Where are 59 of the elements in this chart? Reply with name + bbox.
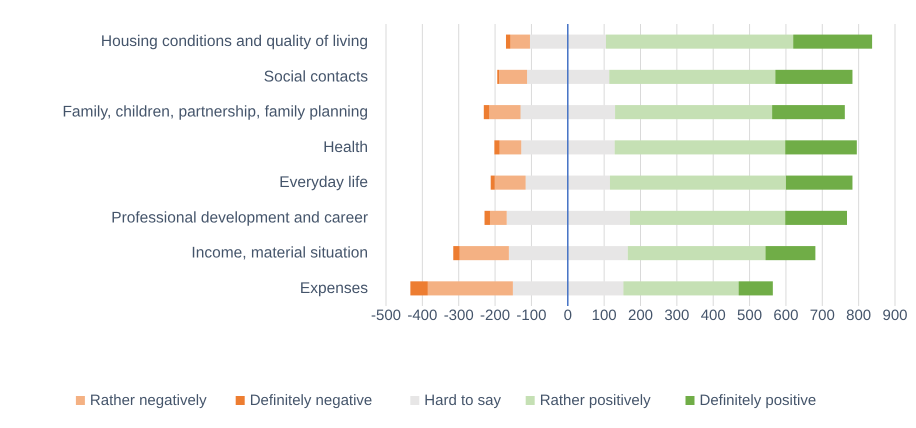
bar xyxy=(628,246,766,260)
y-tick-label: Professional development and career xyxy=(111,209,368,226)
y-tick-label: Everyday life xyxy=(279,174,368,192)
bar xyxy=(738,281,773,296)
legend-label: Definitely positive xyxy=(700,392,816,409)
bar xyxy=(510,34,530,49)
bar xyxy=(615,105,772,120)
bar xyxy=(490,210,507,225)
bar xyxy=(772,105,845,120)
legend-label: Rather positively xyxy=(540,392,652,409)
bar xyxy=(793,34,872,49)
bar xyxy=(609,70,776,84)
x-tick-label: 900 xyxy=(882,307,908,324)
x-tick-label: -300 xyxy=(444,307,474,324)
x-tick-label: 0 xyxy=(564,307,572,324)
x-tick-label: -200 xyxy=(480,307,510,324)
bar xyxy=(785,210,848,225)
bar xyxy=(484,210,490,225)
bar xyxy=(630,210,786,225)
bar xyxy=(453,246,460,260)
bar xyxy=(484,105,490,120)
bar xyxy=(775,70,852,84)
y-tick-label: Housing conditions and quality of living xyxy=(100,33,368,50)
legend-label: Rather negatively xyxy=(90,392,208,409)
bar xyxy=(459,246,509,260)
y-tick-label: Health xyxy=(323,138,368,156)
x-tick-label: -400 xyxy=(407,307,438,324)
x-tick-label: 500 xyxy=(737,307,762,324)
x-tick-label: 400 xyxy=(700,307,726,324)
x-tick-label: 300 xyxy=(664,307,690,324)
x-tick-label: -500 xyxy=(370,307,402,324)
bar xyxy=(614,140,786,154)
x-tick-label: 600 xyxy=(773,307,798,324)
bar xyxy=(499,70,528,84)
bar xyxy=(494,176,526,190)
x-tick-label: 100 xyxy=(592,307,617,324)
bar xyxy=(428,281,513,296)
x-tick-label: 700 xyxy=(810,307,835,324)
y-tick-label: Family, children, partnership, family planning xyxy=(62,104,368,121)
x-tick-label: 200 xyxy=(628,307,654,324)
bar xyxy=(606,34,794,49)
bar xyxy=(623,281,739,296)
bar xyxy=(786,176,852,190)
legend-label: Definitely negative xyxy=(250,392,372,409)
y-tick-label: Expenses xyxy=(300,280,368,297)
bar xyxy=(489,105,521,120)
bar xyxy=(766,246,816,260)
bar xyxy=(506,34,510,49)
bar xyxy=(494,140,500,154)
x-tick-label: -100 xyxy=(516,307,546,324)
bar xyxy=(410,281,428,296)
legend-label: Hard to say xyxy=(424,392,502,409)
y-tick-label: Social contacts xyxy=(264,68,368,86)
x-tick-label: 800 xyxy=(846,307,872,324)
y-tick-label: Income, material situation xyxy=(191,244,368,262)
bar xyxy=(499,140,522,154)
bar xyxy=(610,176,786,190)
bar xyxy=(785,140,857,154)
bar xyxy=(490,176,495,190)
